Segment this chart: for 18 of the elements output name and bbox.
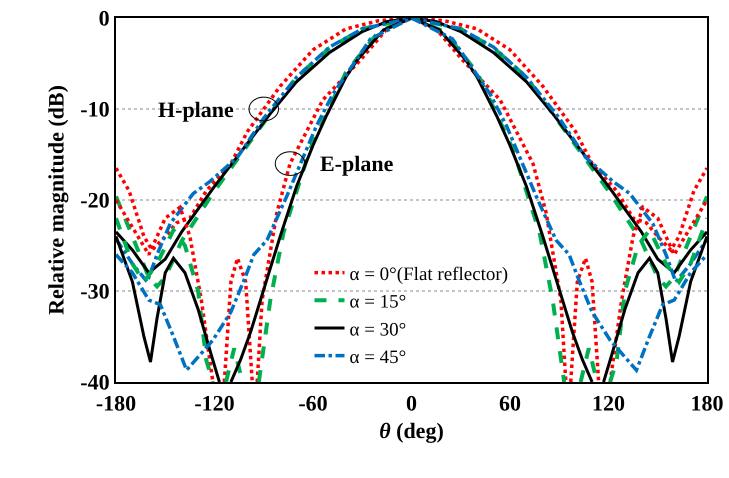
legend-label: α = 45° [350, 347, 406, 368]
y-tick-label: -30 [80, 278, 110, 304]
x-tick-label: 180 [690, 390, 724, 416]
x-tick-label: 120 [592, 390, 625, 416]
x-axis-title: θ (deg) [379, 418, 444, 443]
legend-label: α = 15° [350, 292, 406, 313]
annotation: H-plane [158, 97, 234, 122]
y-tick-label: -20 [80, 188, 110, 213]
x-tick-label: -60 [298, 390, 328, 416]
legend-label: α = 30° [350, 319, 406, 340]
y-tick-label: -10 [80, 96, 110, 122]
y-tick-label: 0 [98, 6, 110, 31]
legend-label: α = 0°(Flat reflector) [350, 264, 508, 285]
annotation: E-plane [320, 151, 394, 176]
y-axis-title: Relative magnitude (dB) [44, 85, 69, 315]
x-tick-label: 60 [499, 390, 521, 416]
x-tick-label: 0 [406, 390, 417, 416]
x-tick-label: -120 [194, 390, 235, 416]
